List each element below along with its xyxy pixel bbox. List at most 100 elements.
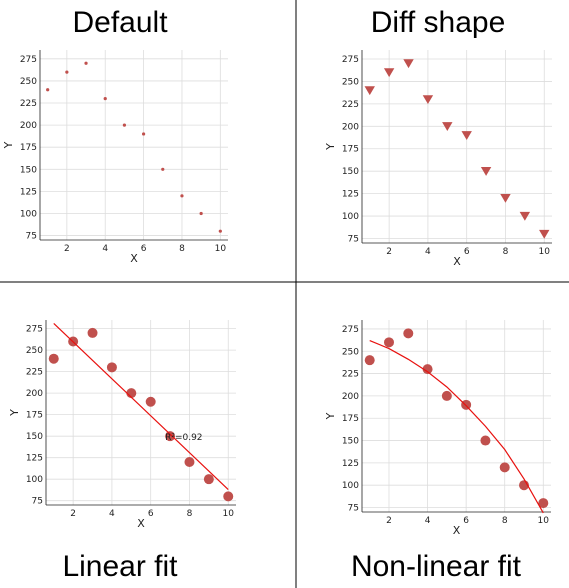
y-tick-label: 275 <box>342 325 359 335</box>
x-tick-label: 4 <box>109 509 115 519</box>
data-point <box>384 337 394 348</box>
x-tick-label: 2 <box>386 516 392 526</box>
x-tick-label: 8 <box>502 516 508 526</box>
x-tick-label: 6 <box>141 244 147 254</box>
y-tick-label: 175 <box>26 411 43 421</box>
y-tick-label: 250 <box>342 77 359 87</box>
y-tick-label: 275 <box>342 55 359 65</box>
data-point <box>364 355 375 366</box>
data-point <box>422 95 434 105</box>
y-tick-label: 225 <box>342 100 359 110</box>
panel-title-linear-fit: Linear fit <box>62 550 178 583</box>
data-point <box>442 122 453 131</box>
panel-title-non-linear-fit: Non-linear fit <box>351 550 522 583</box>
data-point <box>499 462 510 473</box>
data-point <box>161 167 165 171</box>
y-tick-label: 250 <box>342 347 359 357</box>
data-point <box>87 327 98 338</box>
panel-non-linear-fit: Non-linear fit 75 100 125 150 175 200 225 250 27… <box>324 320 551 583</box>
data-point <box>500 193 511 203</box>
data-point <box>199 211 203 216</box>
data-point <box>48 353 59 364</box>
x-tick-label: 6 <box>148 509 154 519</box>
y-tick-label: 75 <box>32 497 43 507</box>
x-axis-label: X <box>453 524 461 537</box>
data-point <box>218 229 222 233</box>
data-point <box>364 86 375 96</box>
data-point <box>203 474 214 485</box>
x-axis-label: X <box>453 255 461 268</box>
x-tick-label: 2 <box>64 244 70 254</box>
x-tick-label: 8 <box>179 244 185 254</box>
data-point <box>403 328 414 339</box>
y-tick-label: 100 <box>26 475 43 485</box>
x-tick-label: 6 <box>463 516 469 526</box>
y-tick-label: 225 <box>342 370 359 380</box>
data-point <box>383 68 395 78</box>
x-tick-label: 2 <box>386 247 392 257</box>
x-tick-label: 8 <box>187 509 193 519</box>
data-point <box>519 211 531 221</box>
y-axis-label: Y <box>324 143 337 151</box>
data-point <box>538 498 549 509</box>
y-tick-label: 200 <box>342 392 359 402</box>
x-tick-label: 4 <box>425 247 431 257</box>
data-point <box>223 491 234 502</box>
data-point <box>461 131 472 140</box>
y-tick-label: 275 <box>20 55 37 65</box>
fit-line-curve <box>369 339 544 514</box>
y-tick-label: 250 <box>26 346 43 356</box>
y-axis-label: Y <box>8 409 21 417</box>
data-point <box>122 123 127 127</box>
x-tick-label: 4 <box>102 244 108 254</box>
data-point <box>180 194 184 198</box>
y-tick-label: 150 <box>20 165 37 175</box>
plot-linear-fit: 75 100 125 150 175 200 225 250 275 2 4 6 8 10 X Y R²=0.9… <box>8 320 236 530</box>
x-axis-label: X <box>137 517 145 530</box>
x-tick-label: 10 <box>223 509 235 519</box>
y-tick-label: 175 <box>342 145 359 155</box>
y-tick-label: 75 <box>348 504 359 514</box>
y-tick-label: 150 <box>342 437 359 447</box>
y-tick-label: 100 <box>20 209 37 219</box>
y-tick-label: 175 <box>342 414 359 424</box>
y-tick-label: 150 <box>26 432 43 442</box>
y-tick-label: 75 <box>26 232 37 242</box>
y-tick-label: 125 <box>26 454 43 464</box>
plot-diff-shape: 75 100 125 150 175 200 225 250 275 2 4 6 8 10 X Y <box>324 50 552 268</box>
y-axis-label: Y <box>324 412 337 420</box>
data-point <box>145 396 156 407</box>
data-point <box>422 364 433 375</box>
data-point <box>103 97 107 101</box>
x-tick-label: 6 <box>464 247 470 257</box>
y-tick-label: 250 <box>20 77 37 87</box>
y-tick-label: 125 <box>20 187 37 197</box>
fit-line-linear <box>53 323 229 490</box>
data-point <box>441 390 452 401</box>
y-tick-label: 125 <box>342 459 359 469</box>
x-tick-label: 10 <box>539 247 551 257</box>
y-tick-label: 125 <box>342 190 359 200</box>
x-tick-label: 10 <box>538 516 550 526</box>
data-point <box>184 456 195 467</box>
data-point <box>84 61 88 65</box>
x-tick-label: 4 <box>425 516 431 526</box>
y-tick-label: 225 <box>26 368 43 378</box>
x-axis-label: X <box>130 252 138 265</box>
y-tick-label: 200 <box>26 389 43 399</box>
y-tick-label: 200 <box>342 122 359 132</box>
y-tick-label: 175 <box>20 143 37 153</box>
data-point <box>539 229 550 239</box>
panel-title-diff-shape: Diff shape <box>371 6 506 39</box>
data-point <box>46 88 50 92</box>
y-tick-label: 150 <box>342 167 359 177</box>
data-point <box>461 399 472 410</box>
y-tick-label: 100 <box>342 212 359 222</box>
data-point <box>165 431 176 442</box>
data-point <box>141 132 146 136</box>
x-tick-label: 2 <box>70 509 76 519</box>
y-tick-label: 225 <box>20 99 37 109</box>
y-tick-label: 275 <box>26 325 43 335</box>
